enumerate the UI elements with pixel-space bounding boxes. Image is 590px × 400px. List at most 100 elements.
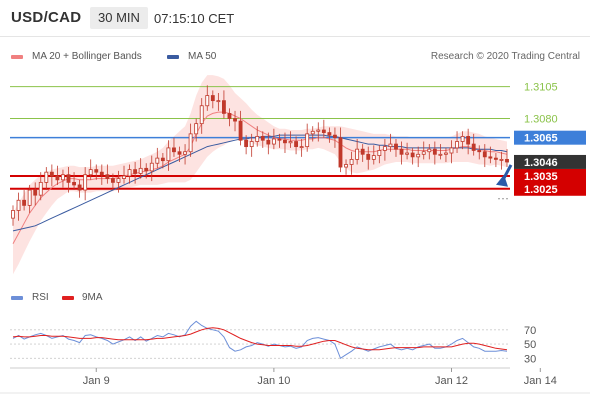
candle-body <box>72 181 76 186</box>
candle-body <box>344 164 348 168</box>
candle-body <box>316 129 321 132</box>
candle-body <box>360 148 365 155</box>
candle-body <box>33 189 38 196</box>
candle-body <box>421 151 426 155</box>
candle-body <box>160 157 165 162</box>
candle-body <box>255 136 260 142</box>
price-legend: MA 20 + Bollinger Bands MA 50 Research ©… <box>0 50 590 64</box>
timestamp: 07:15:10 CET <box>154 11 235 26</box>
level-label-resistance: 1.3080 <box>524 114 558 126</box>
candle-body <box>138 167 143 174</box>
candle-body <box>460 136 465 142</box>
candle-body <box>499 158 504 161</box>
candle-body <box>394 143 398 150</box>
candle-body <box>371 155 376 160</box>
ma20-line <box>12 111 508 244</box>
bollinger-bands <box>13 75 507 275</box>
candlesticks <box>11 85 509 226</box>
candle-body <box>144 167 149 172</box>
candle-body <box>505 158 509 163</box>
research-credit: Research © 2020 Trading Central <box>430 51 580 62</box>
candle-body <box>38 181 43 196</box>
candle-body <box>127 169 132 177</box>
candle-body <box>266 139 271 145</box>
candle-body <box>177 151 182 155</box>
candle-body <box>427 148 432 153</box>
ma50-line <box>12 134 508 232</box>
candle-body <box>205 95 210 107</box>
candle-body <box>105 174 110 179</box>
candle-body <box>299 146 304 149</box>
candle-body <box>133 169 138 174</box>
forecast-arrow <box>496 164 513 200</box>
candle-body <box>321 129 326 133</box>
candle-body <box>377 150 382 156</box>
candle-body <box>338 137 343 168</box>
rsi-line <box>12 320 508 360</box>
candle-body <box>210 95 215 102</box>
candle-body <box>405 152 410 155</box>
rsi-tick-label: 30 <box>524 353 536 365</box>
candle-body <box>366 153 371 160</box>
time-tick-label: Jan 12 <box>435 375 468 387</box>
timeframe-button[interactable]: 30 MIN <box>90 7 148 29</box>
candle-body <box>172 147 176 153</box>
candle-body <box>199 105 204 125</box>
level-label-box-pivot <box>514 130 586 145</box>
candle-body <box>444 152 448 155</box>
candle-body <box>116 178 121 183</box>
candle-body <box>110 178 115 183</box>
rsi-swatch <box>11 296 23 300</box>
candle-body <box>466 136 471 145</box>
level-label-box-support <box>514 169 586 183</box>
candle-body <box>22 199 27 206</box>
ma20-legend-label: MA 20 + Bollinger Bands <box>32 51 142 62</box>
rsi-legend-label: RSI <box>32 292 49 303</box>
candle-body <box>388 143 393 148</box>
rsi-tick-label: 70 <box>524 325 536 337</box>
time-tick-label: Jan 14 <box>524 375 557 387</box>
price-levels <box>10 86 510 190</box>
candle-body <box>310 130 315 135</box>
candle-body <box>61 174 65 181</box>
candle-body <box>55 175 60 181</box>
candle-body <box>16 199 21 211</box>
candle-body <box>277 138 282 141</box>
header-divider <box>0 36 590 37</box>
time-tick-label: Jan 9 <box>83 375 110 387</box>
candle-body <box>11 210 15 219</box>
candle-body <box>88 169 93 176</box>
candle-body <box>271 138 276 145</box>
candle-body <box>183 151 187 155</box>
candle-body <box>27 189 32 206</box>
candle-body <box>99 171 104 176</box>
level-label-last: 1.3046 <box>524 157 558 169</box>
candle-body <box>333 134 337 139</box>
forecast-arrow-head <box>496 174 508 187</box>
ma20-swatch <box>11 55 23 59</box>
candle-body <box>327 132 332 136</box>
level-label-support: 1.3035 <box>524 171 558 183</box>
candle-body <box>305 133 310 148</box>
candle-body <box>493 157 498 160</box>
candle-body <box>477 150 482 153</box>
candle-body <box>194 123 199 135</box>
candle-body <box>166 147 171 162</box>
candle-body <box>349 158 354 165</box>
chart-header: USD/CAD 30 MIN 07:15:10 CET <box>0 0 590 38</box>
rsi-tick-label: 50 <box>524 339 536 351</box>
candle-body <box>432 148 437 155</box>
candle-body <box>233 118 237 122</box>
candle-body <box>399 148 404 155</box>
candle-body <box>216 100 221 103</box>
candle-body <box>244 139 249 148</box>
candle-body <box>416 153 421 158</box>
rsi-panel: 70 50 30 <box>10 320 536 365</box>
candle-body <box>438 153 443 156</box>
ma50-swatch <box>167 55 179 59</box>
candle-body <box>355 148 360 160</box>
candle-body <box>49 171 54 177</box>
rsi-ma-swatch <box>62 296 74 300</box>
